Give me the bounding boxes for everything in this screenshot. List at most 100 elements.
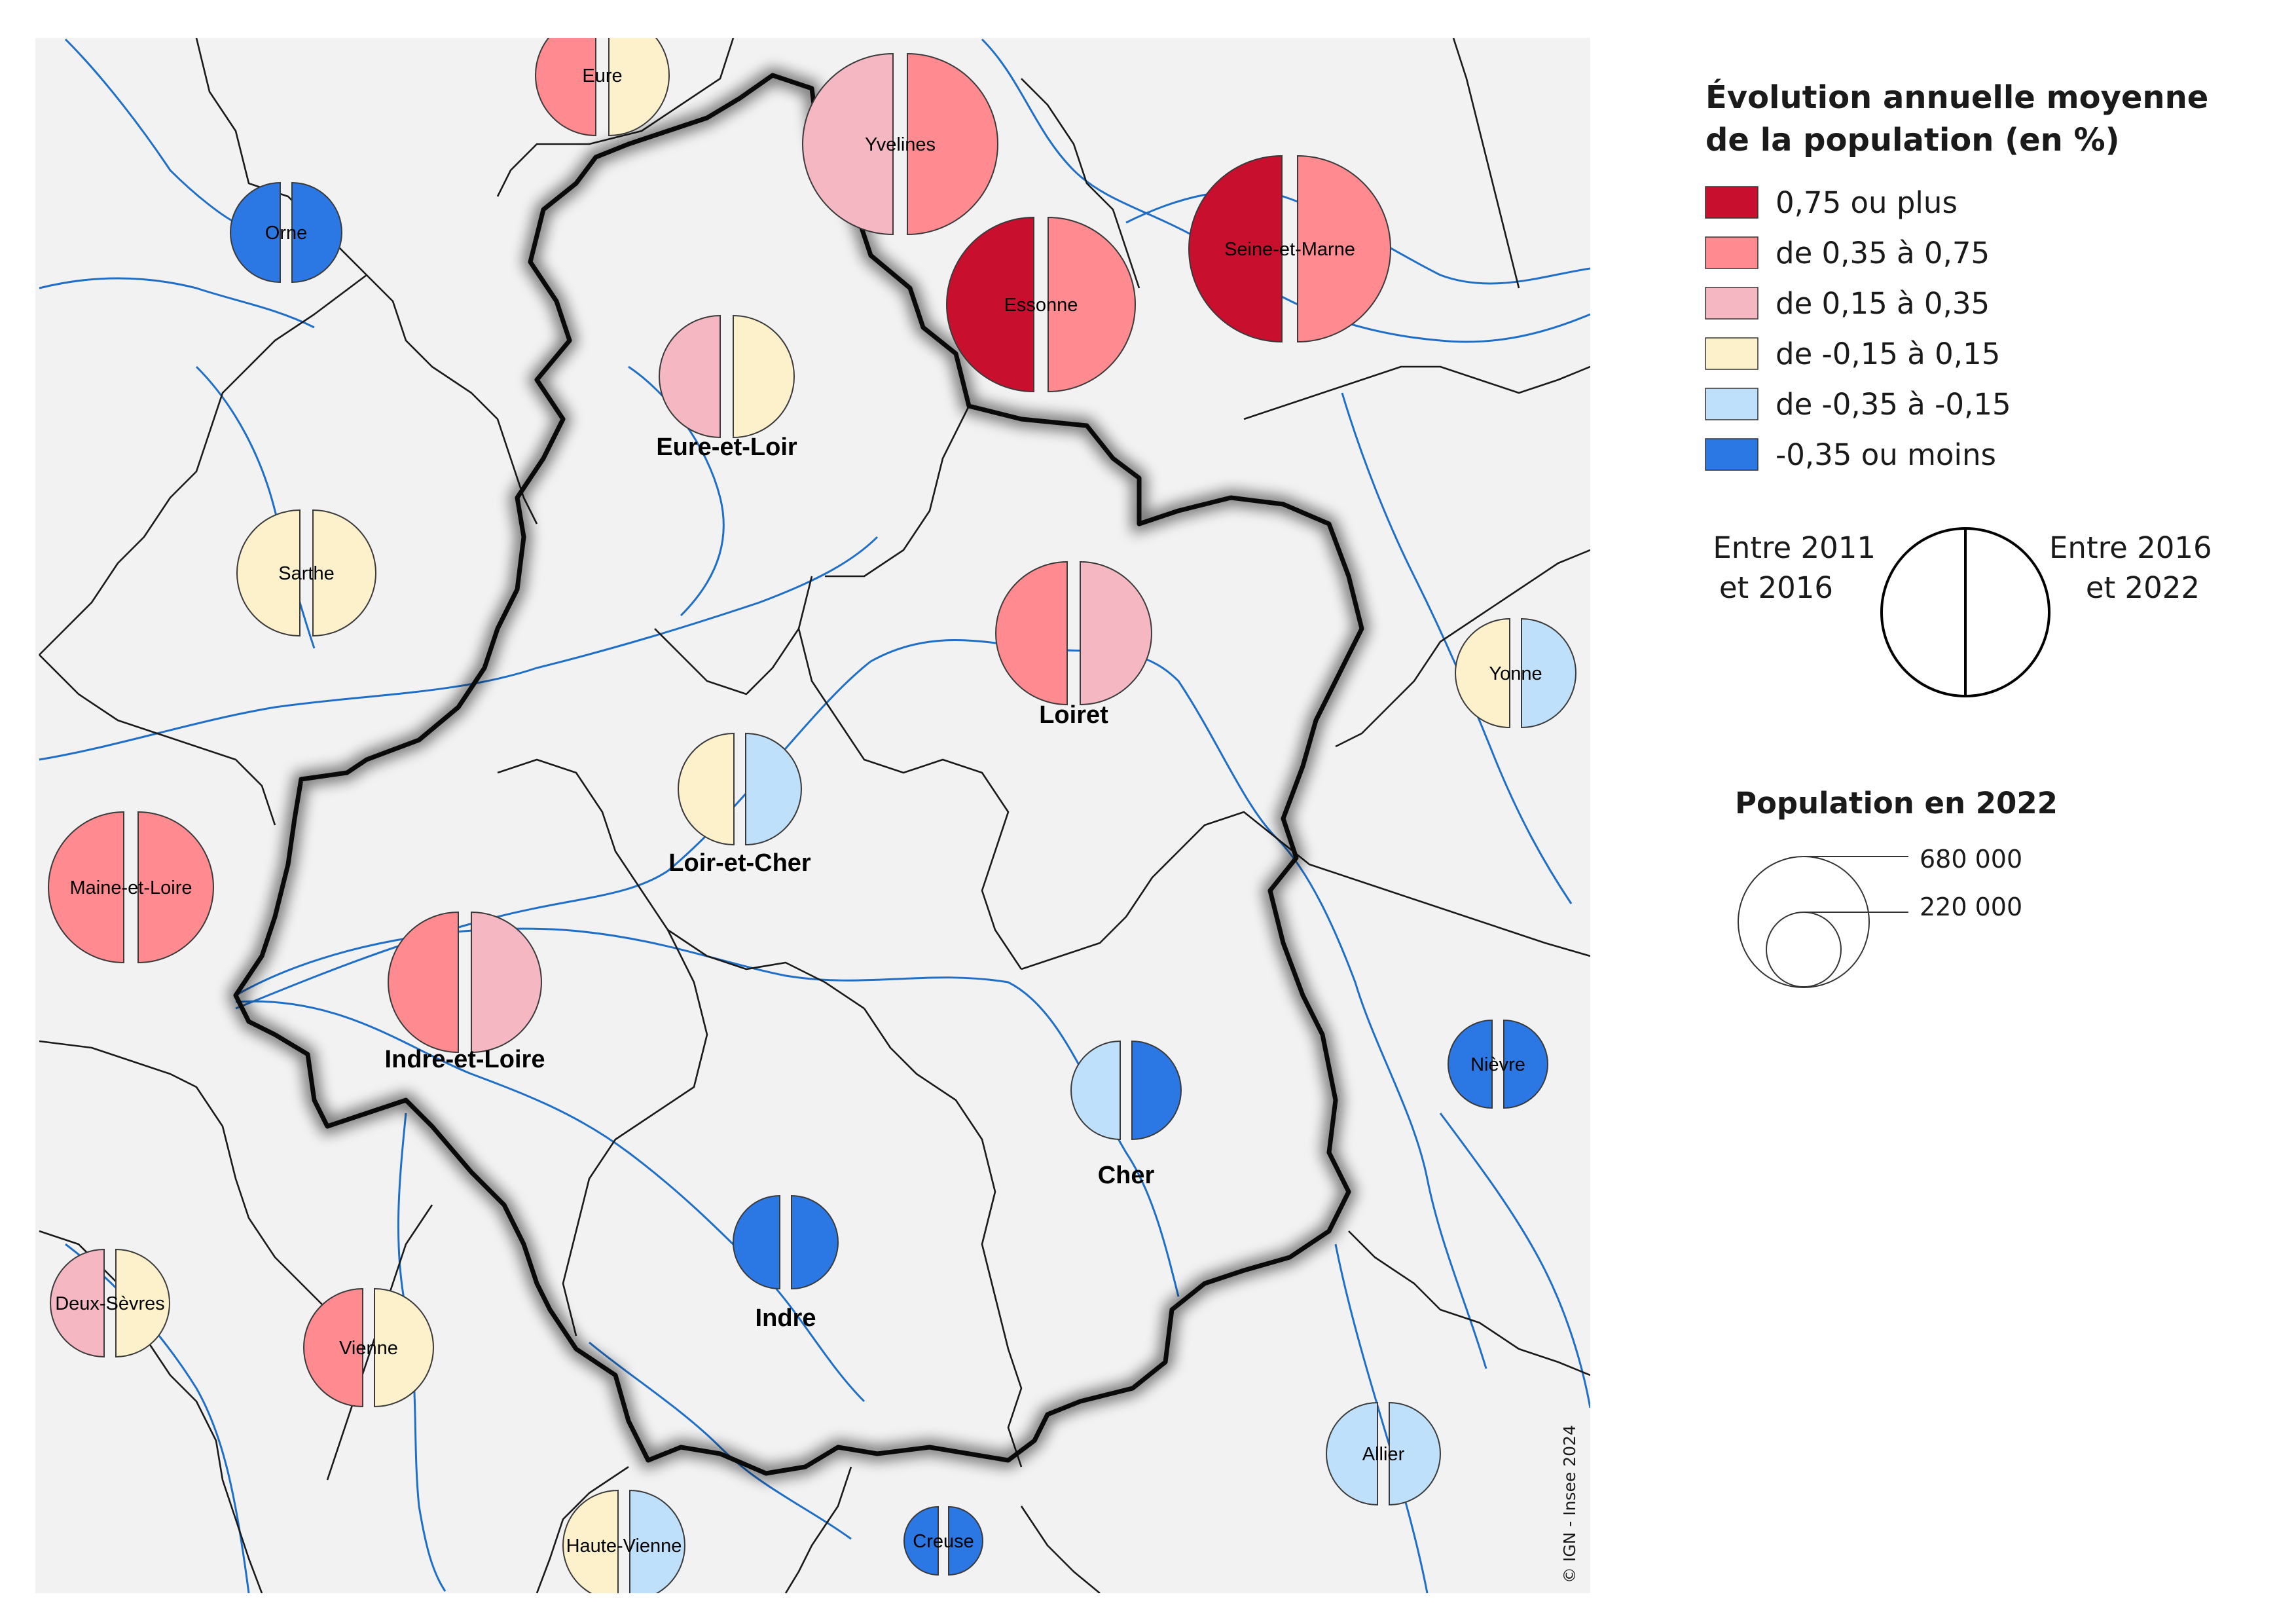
dept-seine-et-marne-label: Seine-et-Marne	[1224, 239, 1355, 260]
dept-seine-et-marne-right-half	[1297, 155, 1391, 343]
dept-nievre-left-half	[1448, 1019, 1493, 1109]
dept-eure-left-half	[535, 38, 596, 137]
dept-orne: Orne	[230, 181, 342, 284]
region-centre-val-de-loire	[227, 67, 1370, 1481]
dept-eure-label: Eure	[582, 65, 622, 86]
legend-classes: 0,75 ou plus de 0,35 à 0,75 de 0,15 à 0,…	[1705, 185, 2011, 472]
dept-eure-et-loir-label: Eure-et-Loir	[656, 434, 797, 461]
river-sarthe	[195, 365, 316, 649]
legend-title-line1: Évolution annuelle moyenne	[1705, 79, 2208, 116]
legend-key-right-line2: et 2022	[2086, 570, 2200, 605]
dept-indre-et-loire-right-half	[471, 911, 542, 1054]
river-east	[1439, 1113, 1590, 1409]
legend-swatch-2	[1705, 287, 1758, 320]
dept-maine-et-loire-label: Maine-et-Loire	[70, 877, 192, 898]
dept-loir-et-cher: Loir-et-Cher	[668, 732, 811, 877]
river-indre	[235, 1000, 866, 1403]
legend-population-title: Population en 2022	[1735, 786, 2058, 821]
dept-sarthe-label: Sarthe	[278, 563, 334, 584]
dept-deux-sevres-label: Deux-Sèvres	[55, 1293, 165, 1314]
legend-class-label-2: de 0,15 à 0,35	[1776, 286, 1990, 321]
dept-eure-et-loir: Eure-et-Loir	[656, 314, 797, 461]
dept-indre: Indre	[733, 1194, 839, 1332]
dept-creuse-label: Creuse	[913, 1531, 974, 1552]
dept-maine-et-loire-right-half	[137, 811, 214, 964]
dept-deux-sevres-left-half	[50, 1248, 105, 1358]
dept-indre-et-loire-label: Indre-et-Loire	[385, 1046, 545, 1073]
legend-class-label-0: 0,75 ou plus	[1776, 185, 1958, 220]
dept-loiret-right-half	[1080, 561, 1152, 706]
dept-yonne-label: Yonne	[1489, 663, 1542, 684]
dept-eure-et-loir-left-half	[659, 314, 721, 439]
dept-vienne: Vienne	[303, 1287, 434, 1408]
dept-nievre-label: Nièvre	[1470, 1054, 1525, 1075]
dept-loiret: Loiret	[995, 561, 1152, 729]
dept-creuse-left-half	[903, 1505, 939, 1576]
dept-essonne-left-half	[946, 216, 1034, 393]
legend-swatch-5	[1705, 438, 1758, 471]
dept-indre-et-loire-left-half	[388, 911, 459, 1054]
dept-sarthe: Sarthe	[236, 509, 376, 637]
dept-loir-et-cher-right-half	[745, 732, 802, 846]
dept-orne-right-half	[291, 181, 342, 284]
legend-title-line2: de la population (en %)	[1705, 122, 2120, 158]
legend-pop-large-label: 680 000	[1920, 845, 2022, 874]
dept-cher-left-half	[1070, 1040, 1121, 1141]
dept-sarthe-right-half	[312, 509, 376, 637]
dept-deux-sevres-right-half	[115, 1248, 170, 1358]
dept-loir-et-cher-label: Loir-et-Cher	[668, 849, 811, 877]
department-boundaries	[39, 38, 1590, 1593]
dept-nievre: Nièvre	[1448, 1019, 1548, 1109]
dept-essonne-right-half	[1048, 216, 1136, 393]
dept-haute-vienne: Haute-Vienne	[562, 1489, 685, 1593]
legend-swatch-3	[1705, 337, 1758, 370]
dept-eure-right-half	[608, 38, 670, 137]
river-allier	[1334, 1244, 1429, 1593]
dept-vienne-right-half	[374, 1287, 434, 1408]
dept-haute-vienne-left-half	[562, 1489, 619, 1593]
legend-swatch-4	[1705, 388, 1758, 420]
river-southwest	[65, 1243, 250, 1593]
dept-yonne: Yonne	[1455, 618, 1576, 729]
legend-pop-small-label: 220 000	[1920, 893, 2022, 921]
legend-key-right-line1: Entre 2016	[2049, 530, 2212, 565]
dept-essonne-label: Essonne	[1004, 295, 1078, 316]
legend-key-left-line2: et 2016	[1719, 570, 1833, 605]
dept-yonne-left-half	[1455, 618, 1510, 729]
dept-yvelines-right-half	[907, 52, 998, 236]
dept-orne-label: Orne	[265, 223, 307, 244]
dept-creuse: Creuse	[903, 1505, 983, 1576]
legend-swatch-0	[1705, 186, 1758, 219]
dept-seine-et-marne: Seine-et-Marne	[1188, 155, 1391, 343]
dept-yonne-right-half	[1521, 618, 1576, 729]
dept-orne-left-half	[230, 181, 281, 284]
legend-population-key: Population en 2022 680 000 220 000	[1735, 786, 2058, 988]
dept-vienne-left-half	[303, 1287, 363, 1408]
dept-indre-label: Indre	[756, 1304, 816, 1332]
dept-indre-et-loire: Indre-et-Loire	[385, 911, 545, 1073]
dept-loiret-left-half	[995, 561, 1068, 706]
dept-allier: Allier	[1326, 1401, 1441, 1506]
dept-nievre-right-half	[1503, 1019, 1548, 1109]
legend-class-label-3: de -0,15 à 0,15	[1776, 337, 2000, 371]
dept-yvelines-left-half	[802, 52, 894, 236]
dept-maine-et-loire-left-half	[48, 811, 124, 964]
dept-eure-et-loir-right-half	[733, 314, 795, 439]
dept-yvelines: Yvelines	[802, 52, 998, 236]
legend-class-label-5: -0,35 ou moins	[1776, 437, 1996, 472]
dept-allier-left-half	[1326, 1401, 1378, 1506]
rivers	[39, 38, 1590, 1593]
dept-indre-right-half	[791, 1194, 839, 1290]
legend-swatch-1	[1705, 236, 1758, 269]
legend-class-label-4: de -0,35 à -0,15	[1776, 387, 2011, 422]
dept-essonne: Essonne	[946, 216, 1136, 393]
dept-yvelines-label: Yvelines	[865, 134, 936, 155]
river-north-b	[39, 277, 315, 329]
dept-haute-vienne-right-half	[629, 1489, 685, 1593]
dept-eure: Eure	[535, 38, 670, 137]
dept-deux-sevres: Deux-Sèvres	[50, 1248, 170, 1358]
dept-loir-et-cher-left-half	[678, 732, 735, 846]
dept-allier-label: Allier	[1362, 1444, 1405, 1465]
legend-pop-circle-large	[1738, 856, 1870, 988]
